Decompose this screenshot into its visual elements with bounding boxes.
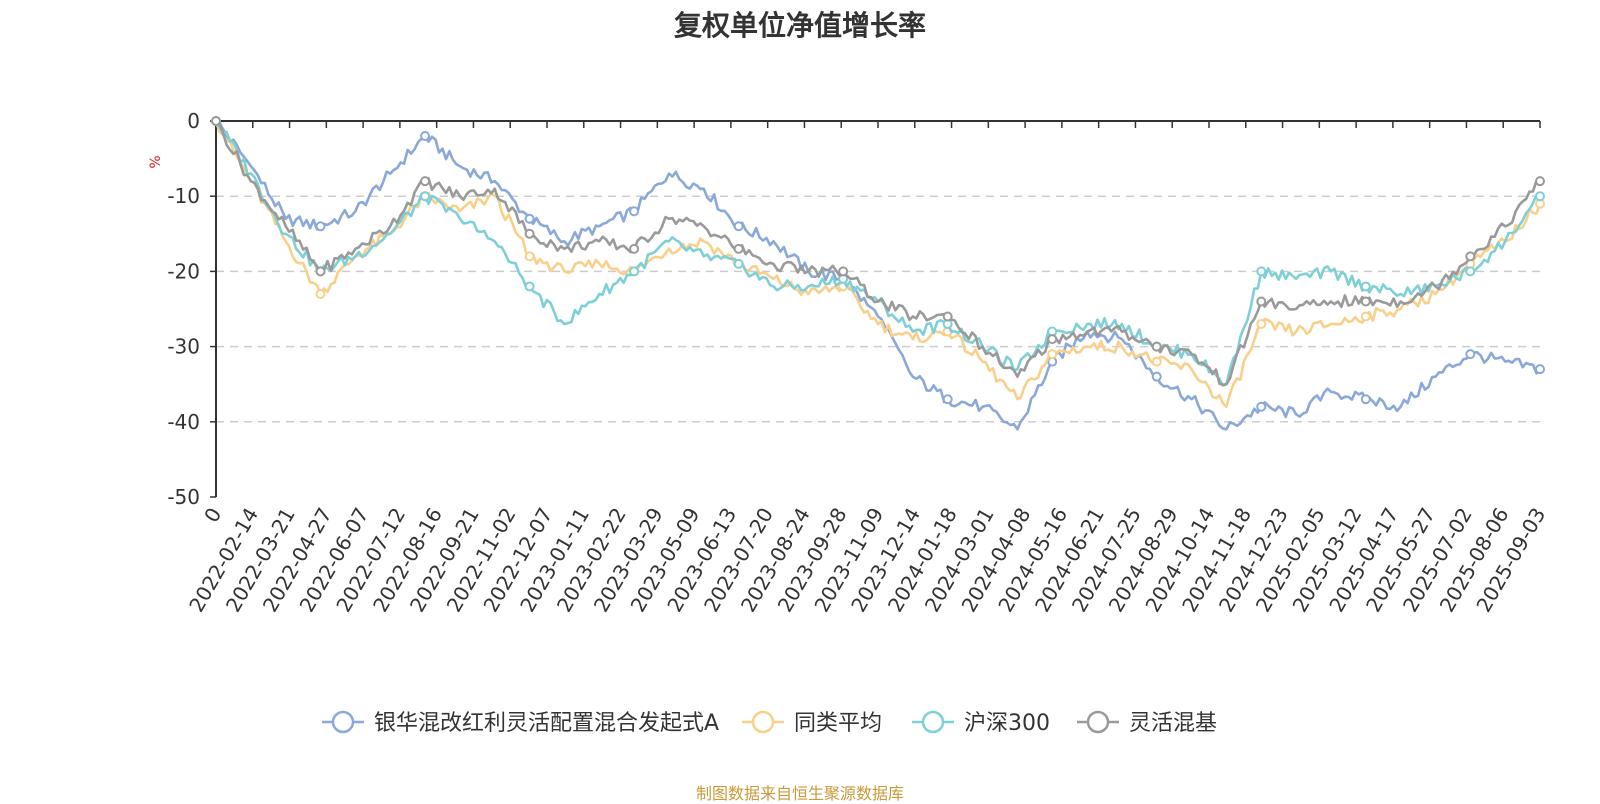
series-point-1 (733, 221, 744, 232)
series-point-4 (420, 176, 431, 187)
legend-item-1[interactable]: 银华混改红利灵活配置混合发起式A (322, 710, 719, 736)
legend-label: 银华混改红利灵活配置混合发起式A (374, 711, 719, 736)
chart-title: 复权单位净值增长率 (673, 9, 926, 42)
axis-layer: 0-10-20-30-40-50%02022-02-142022-03-2120… (148, 109, 1550, 616)
legend-marker (331, 710, 355, 734)
series-point-4 (733, 243, 744, 254)
series-point-3 (1360, 281, 1371, 292)
y-tick-label: -10 (167, 184, 200, 208)
series-point-2 (1151, 356, 1162, 367)
legend-marker (921, 710, 945, 734)
series-point-2 (524, 251, 535, 262)
series-point-4 (211, 116, 221, 126)
series-point-2 (1047, 349, 1058, 360)
legend-label: 沪深300 (964, 711, 1050, 736)
series-point-1 (1535, 364, 1545, 375)
legend-item-3[interactable]: 沪深300 (912, 710, 1050, 736)
series-point-4 (524, 228, 535, 239)
series-point-1 (1256, 401, 1267, 412)
y-unit-label: % (148, 155, 164, 168)
y-tick-label: -30 (167, 335, 200, 359)
series-point-4 (315, 266, 326, 277)
series-point-1 (629, 206, 640, 217)
legend-marker (751, 710, 775, 734)
source-note: 制图数据来自恒生聚源数据库 (695, 784, 904, 803)
series-point-1 (1360, 394, 1371, 405)
series-point-4 (942, 311, 953, 322)
series-line-4 (215, 119, 1541, 387)
series-point-2 (315, 288, 326, 299)
legend-marker (1086, 710, 1110, 734)
series-point-3 (524, 281, 535, 292)
series-point-1 (315, 221, 326, 232)
series-point-2 (1256, 319, 1267, 330)
series-point-4 (1465, 251, 1476, 262)
series-point-4 (1535, 176, 1545, 187)
y-tick-label: -50 (167, 485, 200, 509)
series-point-4 (1360, 296, 1371, 307)
y-tick-label: 0 (187, 109, 200, 133)
series-point-4 (1047, 334, 1058, 345)
line-chart: 0-10-20-30-40-50%02022-02-142022-03-2120… (148, 109, 1550, 736)
series-point-1 (1465, 349, 1476, 360)
series-point-1 (524, 213, 535, 224)
series-point-3 (420, 191, 431, 202)
series-point-1 (420, 131, 431, 142)
legend-item-4[interactable]: 灵活混基 (1077, 710, 1217, 736)
legend-item-2[interactable]: 同类平均 (742, 710, 882, 736)
series-point-1 (942, 394, 953, 405)
series-line-1 (215, 119, 1541, 431)
series-layer (211, 116, 1545, 431)
series-point-4 (629, 243, 640, 254)
series-point-3 (1465, 266, 1476, 277)
series-line-3 (214, 120, 1541, 387)
legend-label: 灵活混基 (1129, 711, 1217, 736)
grid-layer (216, 195, 1540, 423)
series-point-3 (1256, 266, 1267, 277)
legend[interactable]: 银华混改红利灵活配置混合发起式A 同类平均 沪深300 灵活混基 (322, 710, 1217, 736)
series-line-2 (214, 120, 1542, 409)
series-point-4 (838, 266, 849, 277)
y-tick-label: -40 (167, 410, 200, 434)
series-point-3 (733, 258, 744, 269)
y-tick-label: -20 (167, 259, 200, 283)
series-point-3 (629, 266, 640, 277)
series-point-3 (1535, 191, 1545, 202)
x-tick-label: 0 (199, 504, 226, 527)
series-point-1 (1151, 371, 1162, 382)
legend-label: 同类平均 (794, 711, 882, 736)
series-point-4 (1256, 296, 1267, 307)
series-point-4 (1151, 341, 1162, 352)
series-point-2 (1360, 311, 1371, 322)
